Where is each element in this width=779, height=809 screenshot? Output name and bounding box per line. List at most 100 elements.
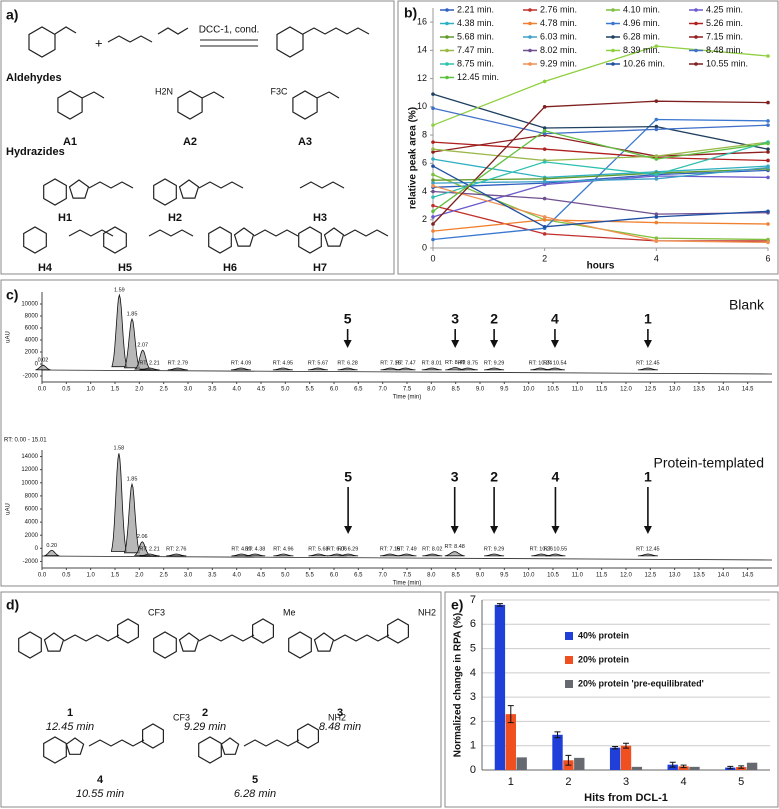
- legend-label: 4.38 min.: [457, 18, 494, 28]
- panel-b-frame: [397, 0, 779, 275]
- x-tick-label: 5.5: [305, 573, 314, 579]
- error-bar: [507, 705, 514, 724]
- x-tick-label: 14.0: [717, 573, 729, 579]
- peak-label: RT: 7.49: [396, 546, 416, 552]
- x-tick-label: 1.5: [111, 387, 120, 393]
- series-line: [432, 141, 769, 162]
- point: [766, 123, 770, 127]
- x-tick-label: 0.5: [62, 573, 71, 579]
- peak: [422, 553, 443, 557]
- compound-number: 5: [252, 774, 258, 786]
- point: [431, 215, 435, 219]
- x-tick-label: 12.0: [620, 387, 632, 393]
- bond: [198, 181, 244, 189]
- x-axis-label: hours: [587, 261, 615, 272]
- point: [766, 237, 770, 242]
- trace-title: Blank: [729, 297, 765, 313]
- arrow-head: [450, 526, 459, 534]
- peak-label: RT: 10.54: [543, 360, 566, 366]
- point: [431, 157, 435, 161]
- compound-number: 1: [67, 707, 73, 719]
- bar: [678, 766, 689, 770]
- legend-swatch: [565, 680, 573, 688]
- peak-label: RT: 10.26: [530, 546, 553, 552]
- ring: [252, 618, 274, 644]
- series-line: [432, 204, 768, 242]
- baseline: [41, 369, 773, 375]
- x-tick-label: 0.5: [62, 387, 71, 393]
- y-tick-label: 3: [470, 691, 476, 703]
- x-tick-label: 6.0: [330, 387, 339, 393]
- legend-label: 8.39 min.: [623, 45, 660, 55]
- peak-label: RT: 4.38: [245, 546, 265, 552]
- ring: [142, 723, 164, 749]
- peak-label: RT: 12.45: [636, 360, 659, 366]
- x-tick-label: 8.5: [451, 573, 460, 579]
- point: [431, 195, 435, 199]
- ring: [178, 179, 200, 199]
- error-bar: [496, 603, 503, 607]
- compound-number: 3: [337, 707, 343, 719]
- y-tick-label: 5: [470, 642, 476, 654]
- y-tick-label: 2000: [25, 533, 39, 539]
- peak-label: RT: 4.10: [231, 546, 251, 552]
- point: [542, 217, 547, 222]
- panel-d-frame: [0, 591, 442, 808]
- point: [542, 225, 547, 229]
- legend-marker: [611, 35, 615, 39]
- error-bar: [612, 745, 619, 750]
- y-tick-label: 4000: [25, 520, 39, 526]
- legend-marker: [528, 62, 532, 66]
- x-tick-label: 3.0: [184, 387, 193, 393]
- legend-label: 7.15 min.: [706, 31, 743, 41]
- retention-time: 8.48 min: [319, 721, 361, 733]
- arrow-head: [451, 340, 460, 348]
- peak: [139, 367, 160, 371]
- panel-label: d): [6, 597, 19, 613]
- y-tick-label: 8: [422, 129, 427, 139]
- peak-label: 2.06: [137, 534, 148, 540]
- x-tick-label: 0: [430, 253, 435, 263]
- hit-number: 2: [490, 311, 498, 327]
- legend-label: 8.48 min.: [706, 45, 743, 55]
- x-tick-label: 7.0: [378, 573, 387, 579]
- point: [431, 140, 435, 144]
- peak: [44, 549, 60, 557]
- legend-marker: [694, 35, 698, 39]
- peak-label: RT: 5.67: [308, 360, 328, 366]
- ring: [233, 227, 255, 247]
- series-line: [432, 100, 769, 225]
- range-label: RT: 0.00 - 15.01: [4, 438, 47, 444]
- legend-label: 10.55 min.: [706, 58, 748, 68]
- ring: [65, 737, 85, 755]
- x-axis-label: Time (min): [393, 581, 421, 587]
- x-tick-label: 6.5: [354, 387, 363, 393]
- peak: [444, 551, 465, 557]
- point: [766, 175, 770, 180]
- bond: [54, 26, 77, 35]
- x-tick-label: 5: [738, 776, 744, 788]
- compound-label: H5: [118, 262, 132, 274]
- point: [542, 215, 547, 219]
- peak: [35, 364, 51, 371]
- point: [654, 212, 659, 216]
- series-line: [432, 118, 769, 241]
- x-tick-label: 8.0: [427, 573, 436, 579]
- series-line: [432, 190, 769, 215]
- peak: [230, 367, 252, 371]
- legend-label: 10.26 min.: [623, 58, 665, 68]
- y-axis-label: Normalized change in RPA (%): [453, 613, 464, 757]
- ring: [208, 226, 232, 254]
- legend-marker: [445, 62, 449, 66]
- x-tick-label: 2.0: [135, 573, 144, 579]
- peak-label: RT: 4.95: [273, 360, 293, 366]
- peak: [272, 367, 293, 371]
- point: [766, 158, 770, 163]
- point: [654, 215, 659, 219]
- ring: [298, 226, 322, 254]
- x-tick-label: 11.0: [572, 387, 584, 393]
- bond: [299, 181, 345, 189]
- x-tick-label: 1.0: [86, 573, 95, 579]
- y-tick-label: 16: [417, 16, 427, 26]
